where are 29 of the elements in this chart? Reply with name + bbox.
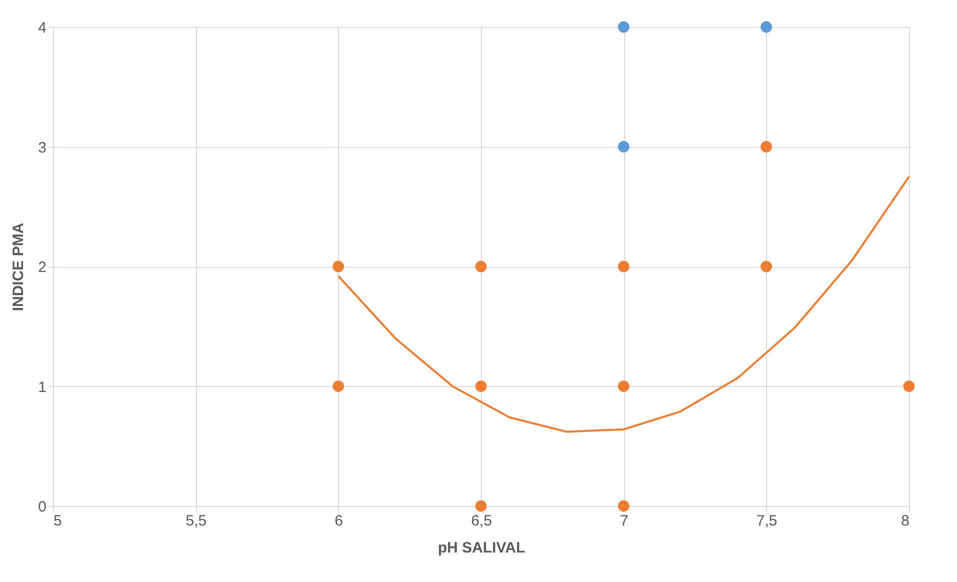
x-tick-label: 7,5	[756, 512, 778, 530]
y-tick-label: 4	[38, 20, 46, 36]
point	[760, 141, 772, 152]
x-tick-label: 7	[620, 512, 628, 530]
y-tick-label: 2	[38, 259, 46, 276]
x-tick-label: 6,5	[471, 512, 492, 530]
point	[760, 21, 772, 33]
point	[618, 21, 630, 33]
x-tick-label: 8	[901, 512, 910, 530]
point	[618, 260, 630, 272]
y-tick-label: 1	[38, 378, 46, 396]
point	[475, 260, 487, 272]
point	[760, 260, 772, 272]
point	[618, 141, 630, 152]
x-tick-label: 6	[334, 512, 344, 530]
x-tick-label: 5,5	[186, 512, 207, 530]
point	[618, 380, 630, 392]
x-axis-title: pH SALIVAL	[438, 540, 526, 556]
point	[332, 380, 344, 392]
y-axis-title: INDICE PMA	[10, 222, 28, 312]
y-tick-label: 0	[38, 498, 46, 516]
point	[475, 500, 487, 512]
y-tick-label: 3	[38, 139, 46, 156]
x-tick-label: 5	[54, 512, 62, 530]
point	[332, 260, 344, 272]
point	[903, 380, 915, 392]
point	[475, 380, 487, 392]
line-series	[337, 176, 910, 433]
point	[618, 500, 630, 512]
